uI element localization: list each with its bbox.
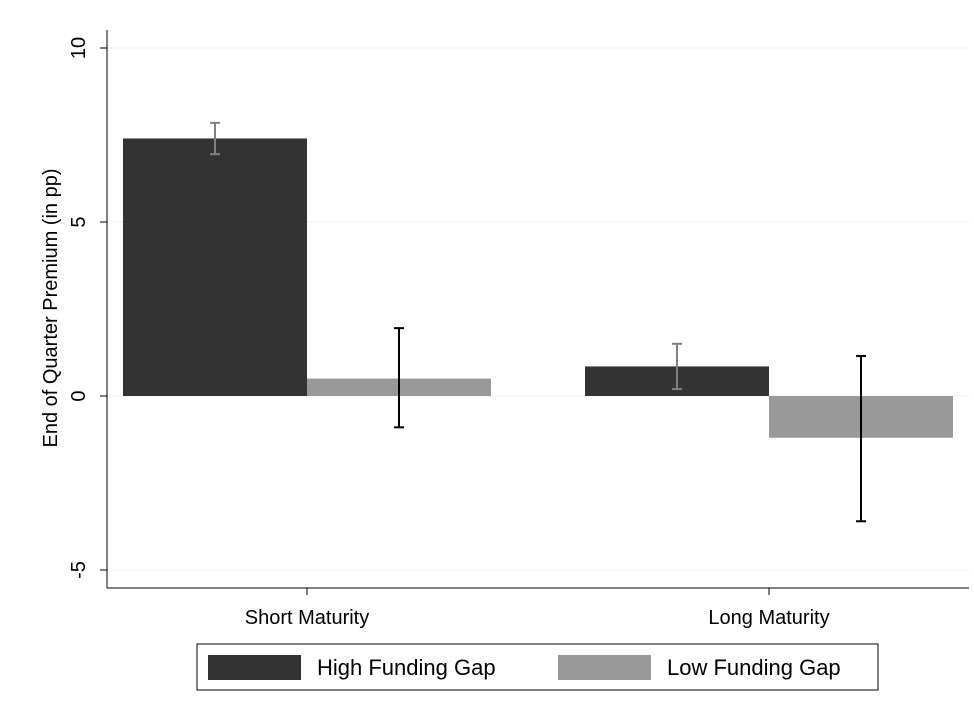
legend-label-1: Low Funding Gap — [667, 655, 841, 680]
legend-swatch-0 — [208, 655, 301, 680]
y-tick-label: 0 — [68, 390, 90, 401]
bar-0-0 — [123, 138, 307, 397]
legend-box — [196, 643, 879, 691]
bars — [123, 138, 953, 438]
legend-label-0: High Funding Gap — [317, 655, 496, 680]
x-ticks: Short Maturity Long Maturity — [245, 588, 830, 629]
y-tick-label: 5 — [68, 216, 90, 227]
y-tick-label: -5 — [68, 561, 90, 579]
y-axis-label: End of Quarter Premium (in pp) — [40, 169, 62, 448]
axes — [106, 30, 969, 589]
y-ticks: -5 0 5 10 — [68, 37, 107, 579]
y-tick-label: 10 — [68, 37, 90, 59]
legend: High Funding Gap Low Funding Gap — [196, 643, 879, 691]
error-bars — [210, 121, 866, 523]
x-tick-label: Long Maturity — [708, 607, 829, 629]
legend-swatch-1 — [558, 655, 651, 680]
x-tick-label: Short Maturity — [245, 607, 369, 629]
